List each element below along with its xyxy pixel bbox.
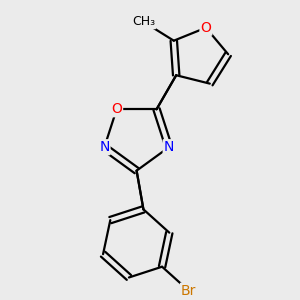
Text: O: O [200, 21, 211, 35]
Text: CH₃: CH₃ [132, 15, 155, 28]
Text: N: N [164, 140, 174, 154]
Text: Br: Br [181, 284, 196, 298]
Text: N: N [99, 140, 110, 154]
Text: O: O [111, 102, 122, 116]
